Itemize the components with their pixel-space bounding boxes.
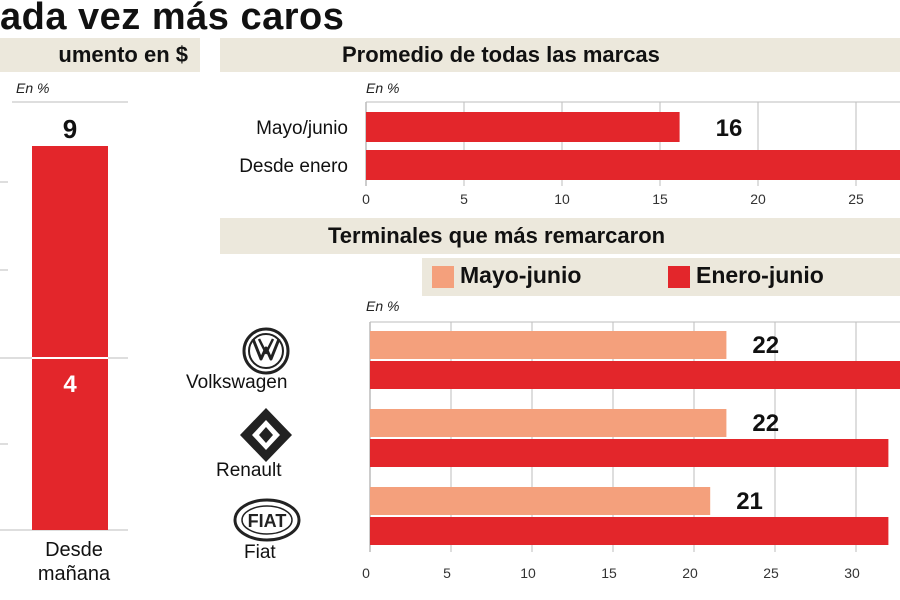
- avg-unit-label: En %: [366, 80, 400, 96]
- left-bar: [32, 146, 108, 530]
- brands-bar-value-label: 22: [752, 332, 779, 359]
- avg-x-tick-label: 25: [848, 191, 864, 207]
- brand-label-volkswagen: Volkswagen: [186, 372, 288, 393]
- brand-label-fiat: Fiat: [244, 542, 276, 563]
- brands-x-tick-label: 30: [844, 565, 860, 581]
- avg-bar-value-label: 16: [716, 115, 743, 142]
- brands-bar-value-label: 21: [736, 488, 763, 515]
- brands-bar-mayo-junio: [370, 331, 727, 359]
- brands-bar-enero-junio: [370, 439, 889, 467]
- legend-band: [422, 258, 900, 296]
- brands-bar-mayo-junio: [370, 487, 711, 515]
- legend-swatch-enero-junio: [668, 266, 690, 288]
- avg-panel-title: Promedio de todas las marcas: [342, 42, 660, 67]
- avg-category-label: Desde enero: [239, 156, 348, 177]
- left-panel-title: umento en $: [58, 42, 188, 67]
- brands-x-tick-label: 10: [520, 565, 536, 581]
- brands-x-tick-label: 25: [763, 565, 779, 581]
- left-bar-top-value: 9: [63, 114, 77, 144]
- brands-x-tick-label: 5: [443, 565, 451, 581]
- left-bar-chart: 9 4 Desde mañana: [0, 101, 128, 585]
- left-bar-mid-value: 4: [63, 371, 77, 398]
- brands-bar-value-label: 22: [752, 410, 779, 437]
- left-category-line2: mañana: [38, 563, 111, 585]
- left-unit-label: En %: [16, 80, 50, 96]
- brands-bar-mayo-junio: [370, 409, 727, 437]
- avg-x-tick-label: 10: [554, 191, 570, 207]
- volkswagen-logo: [242, 327, 290, 375]
- avg-bar: [366, 150, 900, 180]
- brands-bar-enero-junio: [370, 517, 889, 545]
- brand-label-renault: Renault: [216, 460, 282, 481]
- avg-x-tick-label: 5: [460, 191, 468, 207]
- brands-x-tick-label: 15: [601, 565, 617, 581]
- avg-x-tick-label: 15: [652, 191, 668, 207]
- renault-logo: [240, 408, 292, 462]
- left-category-line1: Desde: [45, 539, 103, 561]
- legend-label-mayo-junio: Mayo-junio: [460, 262, 582, 288]
- avg-x-tick-label: 0: [362, 191, 370, 207]
- brands-panel-title-band: Terminales que más remarcaron: [220, 218, 900, 254]
- headline: ada vez más caros: [0, 0, 345, 38]
- brands-unit-label: En %: [366, 298, 400, 314]
- brands-bar-enero-junio: [370, 361, 900, 389]
- avg-category-label: Mayo/junio: [256, 118, 348, 139]
- brands-panel-title: Terminales que más remarcaron: [328, 223, 666, 248]
- brands-x-tick-label: 0: [362, 565, 370, 581]
- fiat-logo: FIAT: [233, 498, 301, 542]
- legend-label-enero-junio: Enero-junio: [696, 262, 824, 288]
- avg-bar: [366, 112, 680, 142]
- avg-panel-title-band: Promedio de todas las marcas: [220, 38, 900, 72]
- fiat-logo-wordmark: FIAT: [248, 511, 287, 531]
- left-panel-title-band: umento en $: [0, 38, 200, 72]
- legend-swatch-mayo-junio: [432, 266, 454, 288]
- avg-x-tick-label: 20: [750, 191, 766, 207]
- brands-x-tick-label: 20: [682, 565, 698, 581]
